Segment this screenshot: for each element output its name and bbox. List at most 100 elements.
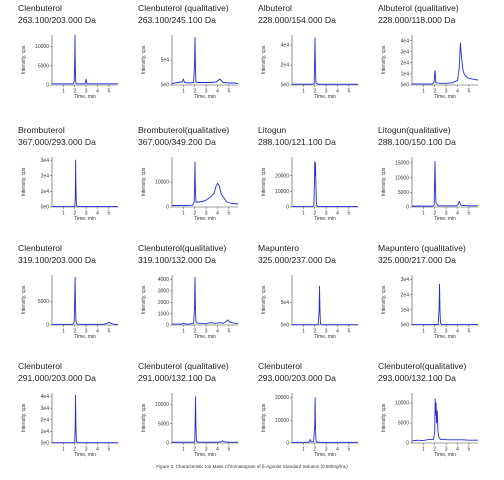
y-axis-label: Intensity, cps (141, 285, 147, 314)
figure-caption: Figure 3. Characteristic Ion Mass Chroma… (156, 464, 348, 469)
y-tick-label: 0 (166, 323, 169, 329)
y-tick-label: 0 (46, 83, 49, 89)
x-tick-label: 4 (216, 89, 219, 95)
y-tick-label: 10000 (275, 418, 289, 424)
x-tick-label: 4 (96, 211, 99, 217)
chromatogram-plot: 1 2 3 4 5 0 5000 Time, min Intensity, cps (21, 275, 118, 340)
y-tick-label: 5e4 (281, 300, 290, 306)
x-tick-label: 1 (182, 89, 185, 95)
ion-transition: 291.000/203.000 Da (18, 372, 96, 383)
x-tick-label: 3 (205, 89, 208, 95)
chromatogram-trace (172, 276, 238, 325)
compound-name: Brombuterol (18, 125, 65, 135)
x-tick-label: 2 (433, 447, 436, 453)
y-tick-label: 0e0 (41, 205, 50, 211)
x-tick-label: 2 (73, 89, 76, 95)
x-tick-label: 3 (205, 329, 208, 335)
x-tick-label: 5 (228, 89, 231, 95)
x-tick-label: 4 (456, 211, 459, 217)
x-tick-label: 5 (348, 329, 351, 335)
x-tick-label: 4 (336, 447, 339, 453)
panel-title: Litogun(qualitative) 288.100/150.100 Da (378, 125, 456, 148)
y-axis-label: Intensity, cps (261, 285, 267, 314)
compound-name: Litogun(qualitative) (378, 125, 451, 135)
chromatogram-plot: 1 2 3 4 5 0 10000 20000 Time, min Intensity, cps (261, 157, 358, 222)
x-tick-label: 4 (96, 89, 99, 95)
y-tick-label: 5000 (38, 63, 49, 69)
compound-name: Mapuntero (qualitative) (378, 243, 466, 253)
chromatogram-panel: Clenbuterol 319.100/203.000 Da 1 2 3 4 5 0 5000 T… (18, 243, 138, 348)
chromatogram-panel: Brombuterol(qualitative) 367.000/349.200 … (138, 125, 258, 230)
chromatogram-panel: Clenbuterol (qualitative) 291.000/132.100… (138, 361, 258, 466)
y-tick-label: 20000 (275, 173, 289, 179)
chromatogram-plot: 1 2 3 4 5 0 1000 2000 3000 4000 Time, min Intensity… (141, 275, 238, 340)
panel-title: Brombuterol(qualitative) 367.000/349.200 … (138, 125, 229, 148)
x-tick-label: 2 (193, 89, 196, 95)
x-tick-label: 2 (313, 329, 316, 335)
chromatogram-plot: 1 2 3 4 5 0 5000 10000 15000 Time, min Intensity, … (381, 157, 478, 222)
y-axis-label: Intensity, cps (261, 167, 267, 196)
x-tick-label: 2 (313, 211, 316, 217)
compound-name: Clenbuterol(qualitative) (138, 243, 227, 253)
x-tick-label: 1 (422, 89, 425, 95)
x-axis-label: Time, min (194, 216, 216, 222)
x-tick-label: 5 (348, 89, 351, 95)
ion-transition: 293.000/132.100 Da (378, 372, 456, 383)
x-tick-label: 1 (422, 211, 425, 217)
x-axis-label: Time, min (434, 452, 456, 458)
y-tick-label: 1e4 (41, 429, 50, 435)
y-axis-label: Intensity, cps (21, 45, 27, 74)
chromatogram-plot: 1 2 3 4 5 0e0 1e4 2e4 3e4 4e4 Time, min Intensity, … (381, 35, 479, 100)
x-tick-label: 2 (433, 211, 436, 217)
chromatogram-panel: Litogun 288.100/121.100 Da 1 2 3 4 5 0 10000 2000… (258, 125, 378, 230)
x-tick-label: 4 (216, 447, 219, 453)
ion-transition: 291.000/132.100 Da (138, 372, 216, 383)
y-tick-label: 1e4 (401, 308, 410, 314)
x-tick-label: 1 (302, 211, 305, 217)
ion-transition: 319.100/203.000 Da (18, 254, 96, 265)
chromatogram-trace (412, 160, 478, 207)
y-tick-label: 2e4 (401, 60, 410, 66)
y-tick-label: 2e4 (401, 292, 410, 298)
panel-title: Mapuntero (qualitative) 325.000/217.000 D… (378, 243, 466, 266)
y-tick-label: 4000 (158, 277, 169, 283)
panel-title: Clenbuterol 319.100/203.000 Da (18, 243, 96, 266)
ion-transition: 288.100/150.100 Da (378, 136, 456, 147)
y-axis-label: Intensity, cps (141, 45, 147, 74)
y-tick-label: 10000 (395, 175, 409, 181)
chromatogram-trace (292, 161, 358, 207)
x-tick-label: 3 (325, 89, 328, 95)
x-axis-label: Time, min (314, 216, 336, 222)
panel-title: Albuterol 228.000/154.000 Da (258, 3, 336, 26)
compound-name: Albuterol (258, 3, 292, 13)
y-tick-label: 0e0 (401, 323, 410, 329)
x-tick-label: 2 (73, 211, 76, 217)
y-axis-label: Intensity, cps (21, 167, 27, 196)
y-tick-label: 0e0 (401, 83, 410, 89)
compound-name: Albuterol (qualitative) (378, 3, 459, 13)
x-tick-label: 3 (445, 89, 448, 95)
y-tick-label: 5000 (398, 190, 409, 196)
x-axis-label: Time, min (74, 452, 96, 458)
y-tick-label: 10000 (155, 180, 169, 186)
x-tick-label: 3 (325, 447, 328, 453)
panel-title: Clenbuterol 263.100/203.000 Da (18, 3, 96, 26)
chromatogram-trace (172, 161, 239, 206)
panel-title: Clenbuterol 291.000/203.000 Da (18, 361, 96, 384)
chromatogram-plot: 1 2 3 4 5 0e0 1e4 2e4 3e4 Time, min Intensity, cps (21, 157, 118, 222)
compound-name: Brombuterol(qualitative) (138, 125, 230, 135)
y-axis-label: Intensity, cps (141, 167, 147, 196)
compound-name: Clenbuterol(qualitative) (378, 361, 467, 371)
y-tick-label: 3e4 (41, 406, 50, 412)
x-tick-label: 5 (348, 211, 351, 217)
y-tick-label: 4e4 (41, 394, 50, 400)
x-axis-label: Time, min (194, 452, 216, 458)
x-tick-label: 5 (468, 329, 471, 335)
x-tick-label: 1 (182, 211, 185, 217)
x-tick-label: 2 (193, 211, 196, 217)
chromatogram-panel: Clenbuterol 293.000/203.000 Da 1 2 3 4 5 0 10000… (258, 361, 378, 466)
x-tick-label: 4 (216, 211, 219, 217)
x-tick-label: 1 (182, 447, 185, 453)
y-tick-label: 1e4 (41, 189, 50, 195)
x-tick-label: 5 (108, 329, 111, 335)
